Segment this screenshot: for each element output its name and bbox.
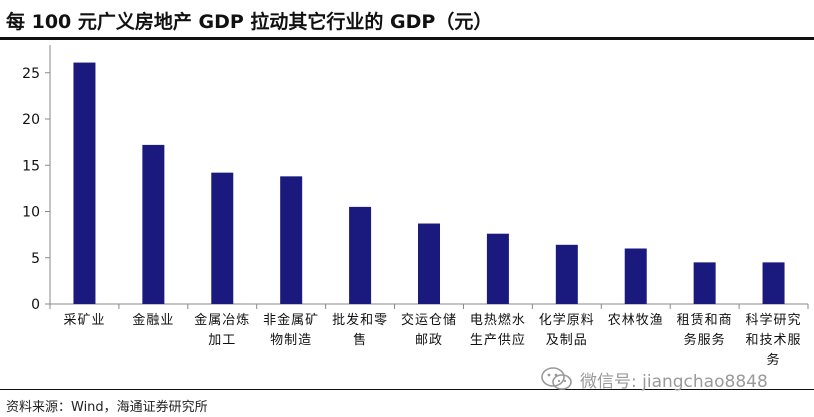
x-tick-label: 金属冶炼 (194, 312, 250, 328)
bar (349, 206, 372, 304)
x-tick-label: 和技术服 (746, 333, 802, 348)
source-note: 资料来源：Wind，海通证券研究所 (6, 400, 208, 415)
x-tick-label: 务 (767, 352, 781, 368)
y-tick-label: 0 (31, 297, 40, 313)
bar (211, 172, 234, 304)
y-tick-label: 10 (22, 205, 40, 221)
x-tick-label: 租赁和商 (677, 313, 733, 328)
x-tick-label: 非金属矿 (263, 312, 319, 328)
watermark-text: 微信号: jiangchao8848 (580, 371, 768, 392)
bar (486, 233, 509, 304)
y-tick-label: 5 (31, 251, 40, 267)
bar (280, 176, 303, 304)
bar (762, 262, 785, 304)
x-tick-label: 生产供应 (470, 332, 526, 348)
bar (693, 262, 716, 304)
chart-title: 每 100 元广义房地产 GDP 拉动其它行业的 GDP（元） (6, 11, 493, 33)
footer-divider (0, 389, 814, 390)
x-tick-label: 物制造 (270, 333, 312, 348)
bar (624, 248, 647, 304)
x-tick-label: 金融业 (132, 312, 174, 328)
y-tick-label: 20 (22, 112, 40, 128)
x-tick-label: 务服务 (684, 332, 726, 348)
bar (555, 244, 578, 304)
x-tick-label: 及制品 (546, 333, 588, 348)
bar (418, 223, 440, 304)
x-tick-label: 交运仓储 (401, 312, 457, 328)
x-tick-label: 科学研究 (746, 312, 802, 328)
title-bar: 每 100 元广义房地产 GDP 拉动其它行业的 GDP（元） (0, 0, 814, 40)
x-tick-label: 邮政 (415, 333, 443, 348)
wechat-icon (541, 367, 572, 390)
x-tick-label: 农林牧渔 (608, 313, 664, 328)
x-tick-label: 售 (353, 332, 367, 348)
x-tick-label: 采矿业 (63, 313, 105, 328)
x-tick-label: 化学原料 (539, 312, 595, 328)
y-tick-label: 25 (22, 66, 40, 82)
x-tick-label: 加工 (208, 333, 236, 348)
watermark: 微信号: jiangchao8848 (540, 366, 768, 392)
x-tick-label: 电热燃水 (470, 312, 526, 328)
y-tick-label: 15 (22, 158, 40, 174)
x-tick-label: 批发和零 (332, 312, 388, 328)
bar (73, 62, 96, 305)
bar (142, 144, 165, 304)
